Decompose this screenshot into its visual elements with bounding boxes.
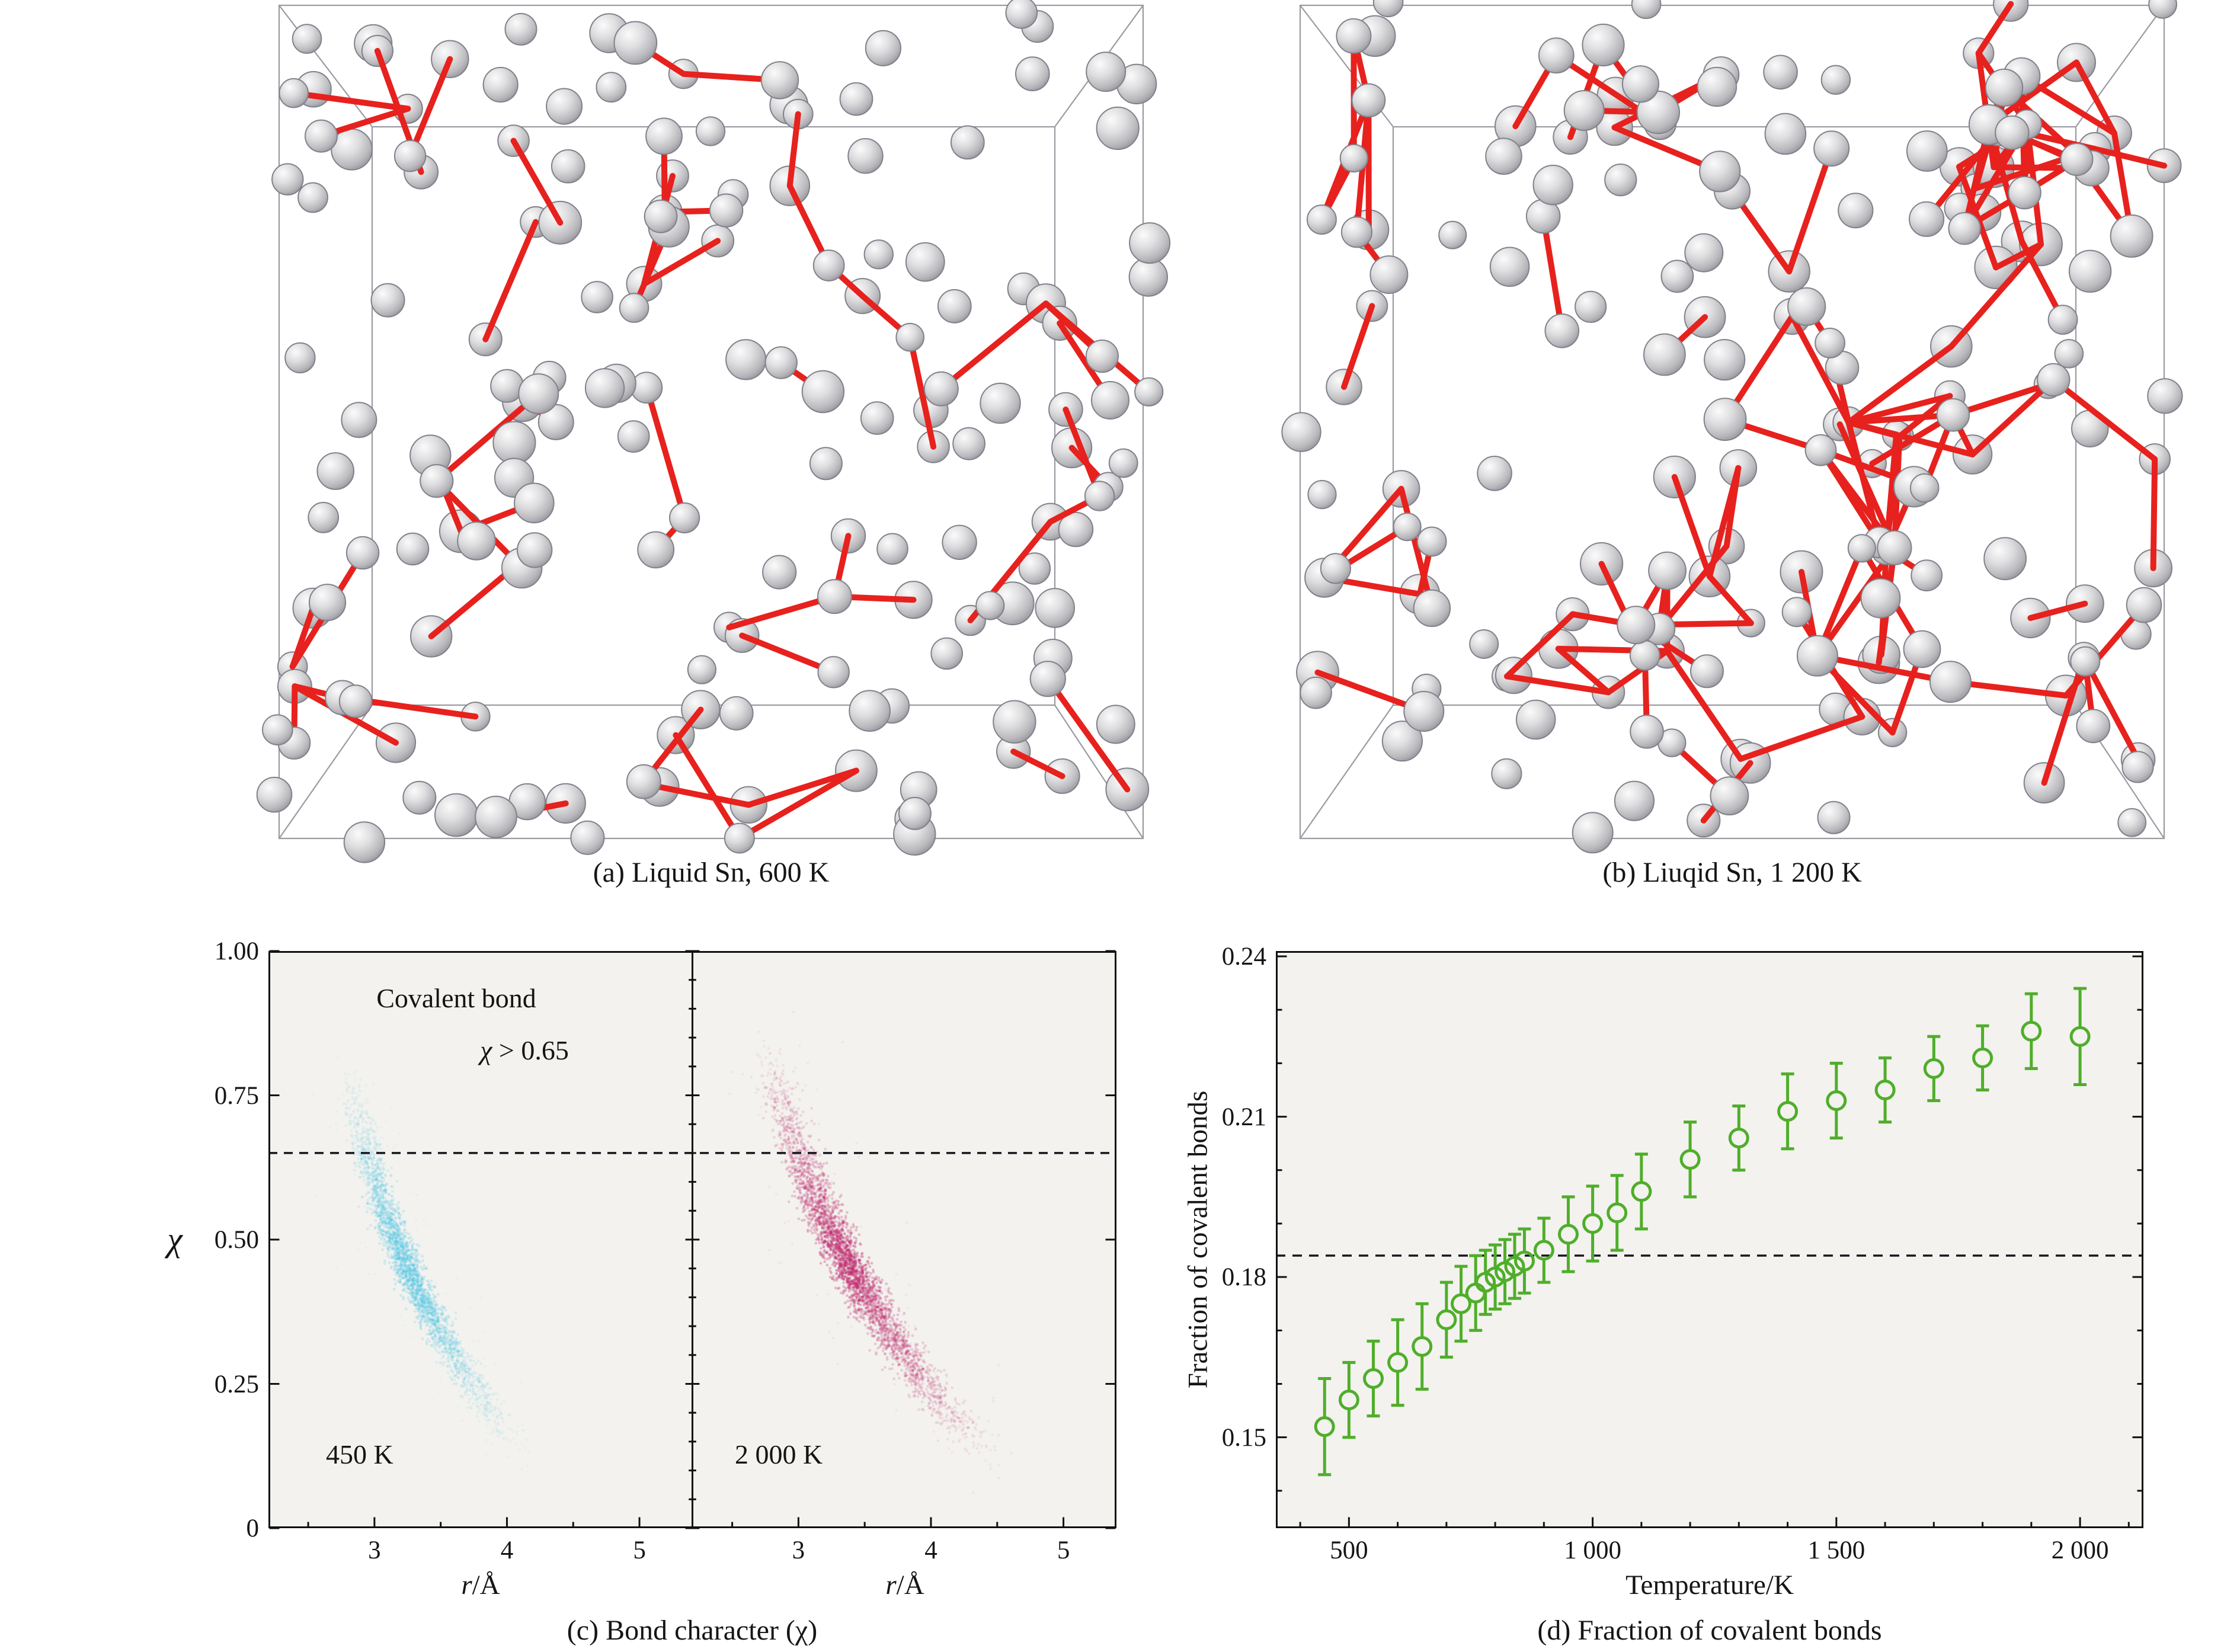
r-unit: /Å <box>472 1570 500 1600</box>
subpanel-label-450k: 450 K <box>326 1439 393 1469</box>
y-axis-label-fraction: Fraction of covalent bonds <box>1182 1090 1214 1389</box>
chi-threshold-annotation: χ > 0.65 <box>480 1037 569 1064</box>
chi-symbol: χ <box>480 1035 492 1065</box>
d-xtick-label: 2 000 <box>2051 1536 2109 1564</box>
r-symbol: r <box>461 1570 472 1600</box>
c-xtick-label: 3 <box>792 1536 805 1564</box>
d-ytick-label: 0.15 <box>1221 1423 1266 1452</box>
structure-snapshot-600k <box>256 0 1171 863</box>
y-axis-label-chi: χ <box>167 1220 183 1259</box>
d-xtick-label: 1 500 <box>1807 1536 1865 1564</box>
c-ytick-label: 0 <box>246 1515 260 1542</box>
chi-threshold-value: > 0.65 <box>492 1035 569 1065</box>
covalent-bond-annotation: Covalent bond <box>376 983 536 1013</box>
c-xtick-label: 4 <box>500 1536 514 1564</box>
c-xtick-label: 5 <box>633 1536 646 1564</box>
covalent-fraction-plot <box>1276 951 2143 1528</box>
caption-panel-b: (b) Liuqid Sn, 1 200 K <box>1602 857 1862 888</box>
bond-character-plot <box>268 950 1116 1529</box>
subpanel-label-2000k: 2 000 K <box>735 1439 823 1469</box>
caption-panel-a: (a) Liquid Sn, 600 K <box>593 857 830 888</box>
d-xtick-label: 1 000 <box>1564 1536 1621 1564</box>
c-ytick-label: 0.50 <box>214 1226 259 1254</box>
c-xtick-label: 4 <box>924 1536 937 1564</box>
c-ytick-label: 0.75 <box>214 1081 259 1110</box>
d-ytick-label: 0.18 <box>1221 1263 1266 1292</box>
x-axis-label-r-right: r/Å <box>885 1571 924 1599</box>
r-unit: /Å <box>896 1570 924 1600</box>
d-ytick-label: 0.21 <box>1221 1103 1266 1131</box>
structure-snapshot-1200k <box>1281 0 2183 854</box>
c-ytick-label: 0.25 <box>214 1370 259 1398</box>
c-ytick-label: 1.00 <box>214 937 259 965</box>
x-axis-label-temperature: Temperature/K <box>1625 1570 1794 1600</box>
d-ytick-label: 0.24 <box>1221 943 1266 971</box>
caption-panel-d: (d) Fraction of covalent bonds <box>1537 1615 1882 1646</box>
c-xtick-label: 3 <box>368 1536 381 1564</box>
x-axis-label-r-left: r/Å <box>461 1571 500 1599</box>
d-xtick-label: 500 <box>1330 1536 1368 1564</box>
c-xtick-label: 5 <box>1057 1536 1070 1564</box>
r-symbol: r <box>885 1570 897 1600</box>
caption-panel-c: (c) Bond character (χ) <box>567 1615 818 1646</box>
